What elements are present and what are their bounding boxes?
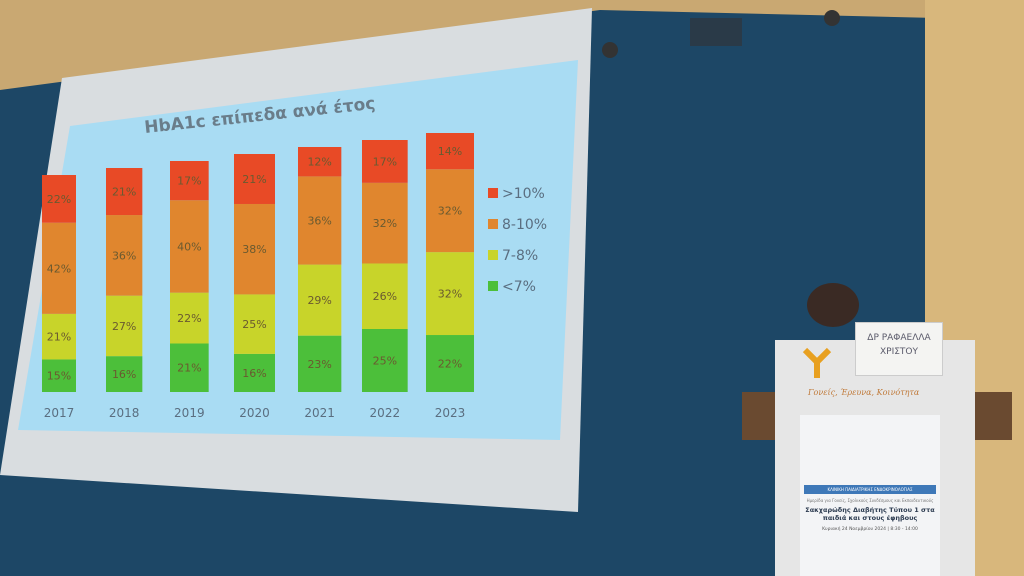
bar-segment: [170, 343, 209, 392]
bar-segment: [298, 335, 342, 392]
data-label: 12%: [307, 156, 331, 169]
x-tick-label: 2023: [435, 406, 466, 420]
legend-swatch: [488, 219, 498, 229]
bar-segment: [426, 133, 474, 170]
data-label: 21%: [242, 173, 266, 186]
legend-label: 8-10%: [502, 217, 547, 233]
ceiling-light: [824, 10, 840, 26]
name-line-1: ΔΡ ΡΑΦΑΕΛΛΑ: [867, 333, 931, 343]
bar-segment: [42, 359, 76, 392]
data-label: 25%: [373, 355, 397, 368]
data-label: 16%: [112, 368, 136, 381]
x-tick-label: 2022: [370, 406, 401, 420]
ceiling-light: [602, 42, 618, 58]
data-label: 21%: [177, 362, 201, 375]
event-poster: ΚΛΙΝΙΚΗ ΠΑΙΔΙΑΤΡΙΚΗΣ ΕΝΔΟΚΡΙΝΟΛΟΓΙΑΣ Ημε…: [800, 415, 940, 576]
data-label: 26%: [373, 290, 397, 303]
data-label: 32%: [373, 217, 397, 230]
bar-segment: [298, 176, 342, 265]
bar-segment: [298, 147, 342, 177]
data-label: 38%: [242, 243, 266, 256]
air-vent: [690, 18, 742, 46]
bar-segment: [106, 295, 143, 357]
data-label: 17%: [177, 175, 201, 188]
bar-segment: [234, 294, 275, 354]
data-label: 27%: [112, 320, 136, 333]
data-label: 25%: [242, 318, 266, 331]
poster-band: ΚΛΙΝΙΚΗ ΠΑΙΔΙΑΤΡΙΚΗΣ ΕΝΔΟΚΡΙΝΟΛΟΓΙΑΣ: [804, 485, 936, 494]
data-label: 23%: [307, 358, 331, 371]
data-label: 17%: [373, 155, 397, 168]
x-tick-label: 2021: [304, 406, 335, 420]
bar-segment: [106, 215, 143, 296]
bar-segment: [426, 335, 474, 392]
data-label: 15%: [47, 370, 71, 383]
legend-swatch: [488, 281, 498, 291]
legend-swatch: [488, 250, 498, 260]
chart: HbA1c επίπεδα ανά έτος15%21%42%22%201716…: [42, 94, 547, 420]
bar-segment: [298, 264, 342, 336]
data-label: 40%: [177, 240, 201, 253]
speaker: [807, 283, 859, 327]
bar-segment: [42, 313, 76, 360]
x-tick-label: 2020: [239, 406, 270, 420]
poster-subtitle: Ημερίδα για Γονείς, Σχολικούς Συνδέσμους…: [806, 498, 934, 503]
bar-segment: [42, 222, 76, 314]
legend-swatch: [488, 188, 498, 198]
x-tick-label: 2019: [174, 406, 205, 420]
legend-label: 7-8%: [502, 248, 538, 264]
bar-segment: [106, 168, 143, 216]
bar-segment: [106, 356, 143, 392]
bar-segment: [170, 161, 209, 201]
podium-motto: Γονείς, Έρευνα, Κοινότητα: [808, 388, 920, 397]
data-label: 32%: [438, 288, 462, 301]
data-label: 22%: [47, 193, 71, 206]
x-tick-label: 2017: [44, 406, 75, 420]
bar-segment: [426, 252, 474, 336]
poster-date: Κυριακή 24 Νοεμβρίου 2024 | 8:30 - 14:00: [822, 527, 918, 532]
poster-title: Σακχαρώδης Διαβήτης Τύπου 1 στα παιδιά κ…: [805, 506, 935, 522]
logo-icon: [802, 347, 832, 378]
data-label: 21%: [47, 331, 71, 344]
data-label: 36%: [307, 215, 331, 228]
data-label: 42%: [47, 262, 71, 275]
data-label: 36%: [112, 249, 136, 262]
data-label: 32%: [438, 205, 462, 218]
bar-segment: [362, 263, 408, 329]
bar-segment: [234, 154, 275, 204]
bar-segment: [362, 182, 408, 264]
bar-segment: [170, 292, 209, 344]
data-label: 22%: [177, 312, 201, 325]
data-label: 21%: [112, 186, 136, 199]
bar-segment: [234, 203, 275, 295]
bar-segment: [362, 329, 408, 392]
x-tick-label: 2018: [109, 406, 140, 420]
legend-label: >10%: [502, 186, 545, 202]
bar-segment: [42, 175, 76, 223]
bar-segment: [234, 353, 275, 392]
bar-segment: [426, 169, 474, 253]
data-label: 14%: [438, 145, 462, 158]
data-label: 22%: [438, 358, 462, 371]
bar-segment: [170, 200, 209, 293]
name-sign: ΔΡ ΡΑΦΑΕΛΛΑ ΧΡΙΣΤΟΥ: [855, 322, 943, 376]
bar-segment: [362, 140, 408, 183]
data-label: 16%: [242, 367, 266, 380]
name-line-2: ΧΡΙΣΤΟΥ: [879, 347, 918, 357]
ceiling: [0, 0, 1024, 90]
legend-label: <7%: [502, 279, 536, 295]
data-label: 29%: [307, 294, 331, 307]
